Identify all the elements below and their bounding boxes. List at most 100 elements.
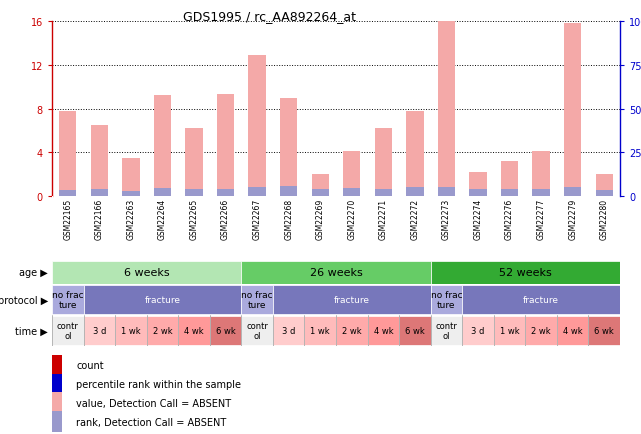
Text: time ▶: time ▶ bbox=[15, 326, 48, 336]
Bar bbox=[501, 161, 518, 197]
Text: age ▶: age ▶ bbox=[19, 268, 48, 278]
Bar bbox=[241, 262, 431, 284]
Bar bbox=[494, 316, 526, 345]
Text: GSM22269: GSM22269 bbox=[316, 198, 325, 240]
Bar bbox=[374, 190, 392, 197]
Text: 1 wk: 1 wk bbox=[310, 326, 330, 335]
Bar bbox=[59, 112, 76, 197]
Text: fracture: fracture bbox=[523, 295, 559, 304]
Bar bbox=[52, 285, 83, 315]
Text: 3 d: 3 d bbox=[282, 326, 296, 335]
Text: GSM22266: GSM22266 bbox=[221, 198, 230, 240]
Text: GSM22273: GSM22273 bbox=[442, 198, 451, 240]
Bar bbox=[462, 285, 620, 315]
Bar bbox=[431, 262, 620, 284]
Bar bbox=[241, 316, 273, 345]
Text: 3 d: 3 d bbox=[471, 326, 485, 335]
Text: GSM22165: GSM22165 bbox=[63, 198, 72, 240]
Text: GSM22166: GSM22166 bbox=[95, 198, 104, 240]
Text: 6 wk: 6 wk bbox=[594, 326, 614, 335]
Bar bbox=[431, 316, 462, 345]
Text: GSM22274: GSM22274 bbox=[474, 198, 483, 240]
Bar bbox=[52, 316, 83, 345]
Bar bbox=[241, 285, 273, 315]
Bar bbox=[367, 316, 399, 345]
Text: no frac
ture: no frac ture bbox=[431, 290, 462, 309]
Bar bbox=[312, 175, 329, 197]
Text: GSM22277: GSM22277 bbox=[537, 198, 545, 240]
Text: 2 wk: 2 wk bbox=[531, 326, 551, 335]
Bar bbox=[406, 112, 424, 197]
Text: fracture: fracture bbox=[334, 295, 370, 304]
Bar bbox=[533, 152, 550, 197]
Bar bbox=[431, 285, 462, 315]
Bar bbox=[83, 316, 115, 345]
Text: 6 wk: 6 wk bbox=[215, 326, 235, 335]
Text: 3 d: 3 d bbox=[93, 326, 106, 335]
Text: 2 wk: 2 wk bbox=[153, 326, 172, 335]
Text: GDS1995 / rc_AA892264_at: GDS1995 / rc_AA892264_at bbox=[183, 10, 356, 23]
Bar bbox=[526, 316, 557, 345]
Bar bbox=[343, 188, 360, 197]
Bar bbox=[280, 99, 297, 197]
Bar bbox=[438, 188, 455, 197]
Bar bbox=[336, 316, 367, 345]
Bar bbox=[273, 285, 431, 315]
Bar bbox=[217, 190, 234, 197]
Text: percentile rank within the sample: percentile rank within the sample bbox=[76, 379, 242, 389]
Text: GSM22264: GSM22264 bbox=[158, 198, 167, 240]
Bar bbox=[564, 187, 581, 197]
Text: contr
ol: contr ol bbox=[246, 321, 268, 340]
Bar bbox=[374, 129, 392, 197]
Bar bbox=[595, 175, 613, 197]
Text: no frac
ture: no frac ture bbox=[52, 290, 83, 309]
Bar bbox=[178, 316, 210, 345]
Bar bbox=[154, 96, 171, 197]
Bar bbox=[115, 316, 147, 345]
Bar bbox=[217, 95, 234, 197]
Text: GSM22270: GSM22270 bbox=[347, 198, 356, 240]
Text: GSM22263: GSM22263 bbox=[126, 198, 135, 240]
Text: 4 wk: 4 wk bbox=[374, 326, 393, 335]
Bar bbox=[147, 316, 178, 345]
Bar bbox=[501, 190, 518, 197]
Bar bbox=[469, 190, 487, 197]
Bar bbox=[52, 262, 241, 284]
Bar bbox=[406, 188, 424, 197]
Text: GSM22280: GSM22280 bbox=[600, 198, 609, 240]
Bar bbox=[438, 22, 455, 197]
Text: GSM22271: GSM22271 bbox=[379, 198, 388, 240]
Text: rank, Detection Call = ABSENT: rank, Detection Call = ABSENT bbox=[76, 417, 227, 427]
Bar bbox=[533, 190, 550, 197]
Text: 4 wk: 4 wk bbox=[563, 326, 583, 335]
Bar bbox=[52, 355, 62, 376]
Bar bbox=[122, 158, 140, 197]
Bar bbox=[210, 316, 241, 345]
Bar bbox=[52, 411, 62, 432]
Text: count: count bbox=[76, 361, 104, 371]
Text: 6 wk: 6 wk bbox=[405, 326, 425, 335]
Text: GSM22279: GSM22279 bbox=[568, 198, 577, 240]
Bar bbox=[249, 56, 266, 197]
Bar bbox=[122, 192, 140, 197]
Text: contr
ol: contr ol bbox=[57, 321, 79, 340]
Text: 26 weeks: 26 weeks bbox=[310, 268, 362, 278]
Bar bbox=[273, 316, 304, 345]
Bar bbox=[185, 129, 203, 197]
Bar bbox=[83, 285, 241, 315]
Text: 6 weeks: 6 weeks bbox=[124, 268, 169, 278]
Text: 1 wk: 1 wk bbox=[500, 326, 519, 335]
Text: GSM22268: GSM22268 bbox=[284, 198, 293, 240]
Bar bbox=[90, 125, 108, 197]
Bar bbox=[557, 316, 588, 345]
Bar bbox=[280, 187, 297, 197]
Bar bbox=[343, 152, 360, 197]
Text: GSM22265: GSM22265 bbox=[190, 198, 199, 240]
Bar bbox=[185, 190, 203, 197]
Bar bbox=[588, 316, 620, 345]
Bar bbox=[59, 191, 76, 197]
Text: protocol ▶: protocol ▶ bbox=[0, 295, 48, 305]
Text: GSM22276: GSM22276 bbox=[505, 198, 514, 240]
Text: fracture: fracture bbox=[144, 295, 181, 304]
Text: no frac
ture: no frac ture bbox=[241, 290, 273, 309]
